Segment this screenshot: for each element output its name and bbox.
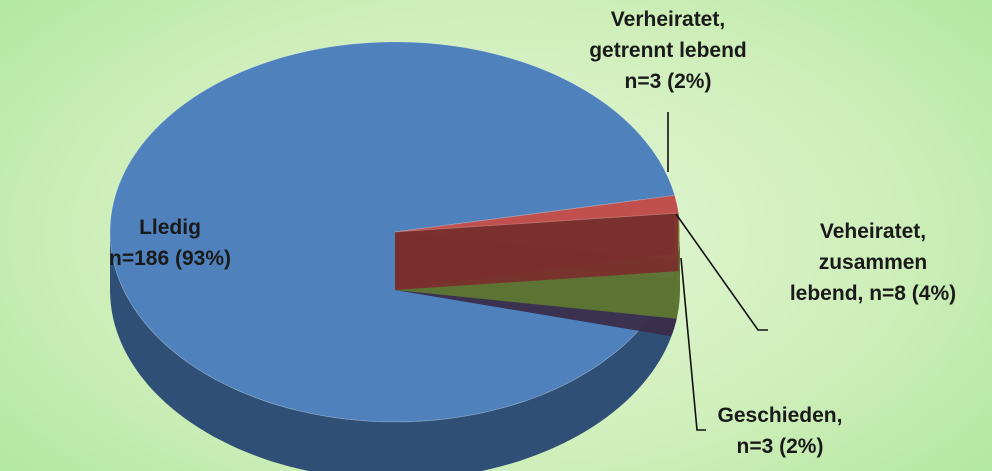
slice-side bbox=[110, 233, 672, 471]
pie-slice-verheiratet-getrennt-lebend bbox=[394, 194, 680, 290]
leader-zusammen bbox=[675, 213, 768, 331]
label-ledig-line-1: Lledig bbox=[139, 216, 201, 239]
label-geschieden-line-1: Geschieden, bbox=[717, 404, 843, 427]
leader-geschieden bbox=[680, 257, 706, 431]
label-zusammen: Veheiratet, zusammen lebend, n=8 (4%) bbox=[758, 216, 988, 309]
label-getrennt-line-1: Verheiratet, bbox=[610, 8, 726, 31]
label-ledig-line-2: n=186 (93%) bbox=[109, 247, 231, 270]
label-getrennt: Verheiratet, getrennt lebend n=3 (2%) bbox=[548, 4, 788, 97]
label-getrennt-line-3: n=3 (2%) bbox=[624, 70, 712, 93]
slice-top bbox=[109, 41, 676, 423]
slice-side bbox=[676, 231, 680, 319]
slice-wall bbox=[395, 213, 679, 290]
label-zusammen-line-3: lebend, n=8 (4%) bbox=[789, 282, 957, 305]
label-geschieden-line-2: n=3 (2%) bbox=[736, 435, 824, 458]
label-getrennt-line-2: getrennt lebend bbox=[589, 39, 747, 62]
label-zusammen-line-1: Veheiratet, bbox=[819, 220, 927, 243]
label-geschieden: Geschieden, n=3 (2%) bbox=[690, 400, 870, 462]
label-zusammen-line-2: zusammen bbox=[818, 251, 928, 274]
slice-top bbox=[394, 194, 680, 233]
label-ledig: Lledig n=186 (93%) bbox=[70, 212, 270, 274]
